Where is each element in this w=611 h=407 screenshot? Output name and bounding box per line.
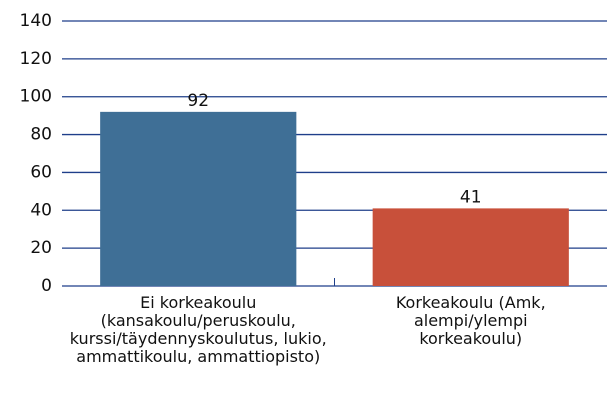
- bar: [100, 111, 297, 286]
- y-tick-label: 40: [30, 200, 52, 220]
- y-tick-label: 20: [30, 238, 52, 258]
- y-tick-label: 140: [20, 11, 52, 31]
- bar: [372, 208, 569, 286]
- y-tick-label: 0: [41, 276, 52, 296]
- data-label: 92: [187, 91, 209, 111]
- y-tick-label: 120: [20, 49, 52, 69]
- x-tick-label: Ei korkeakoulu (kansakoulu/peruskoulu, k…: [69, 293, 327, 366]
- y-tick-label: 80: [30, 125, 52, 145]
- y-tick-label: 60: [30, 162, 52, 182]
- y-tick-label: 100: [20, 87, 52, 107]
- x-tick-label: Korkeakoulu (Amk, alempi/ylempi korkeako…: [395, 293, 546, 348]
- data-label: 41: [460, 187, 482, 207]
